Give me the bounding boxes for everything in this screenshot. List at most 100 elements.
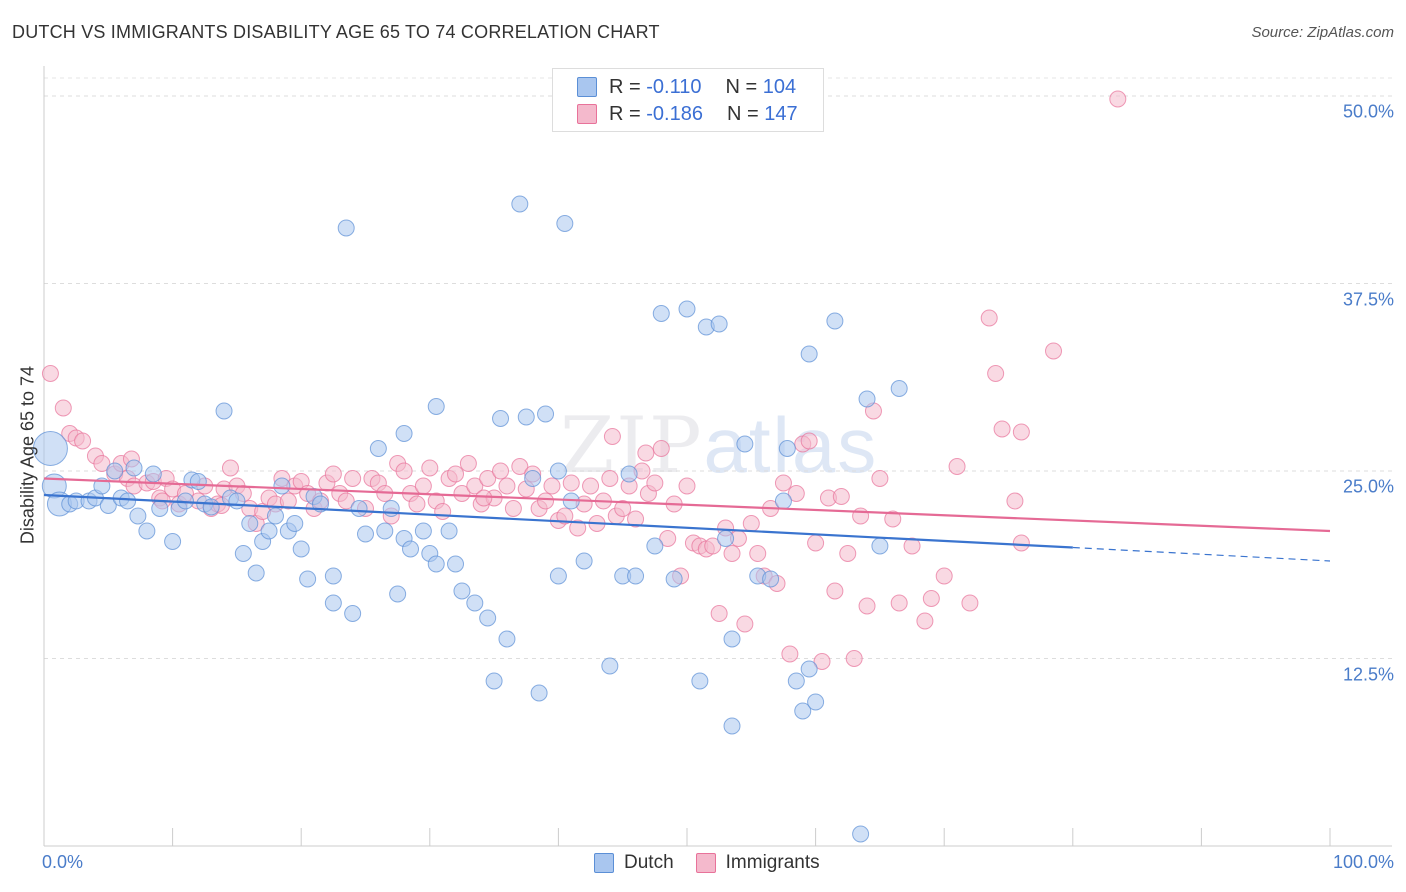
y-tick-label: 50.0% <box>1342 101 1394 122</box>
immigrant-point <box>1045 342 1063 360</box>
dutch-point <box>665 570 683 588</box>
dutch-point <box>427 555 445 573</box>
immigrant-point <box>414 477 432 495</box>
dutch-point <box>549 567 567 585</box>
immigrant-point <box>646 474 664 492</box>
immigrant-point <box>749 545 767 562</box>
immigrant-point <box>447 465 465 483</box>
immigrant-point <box>858 597 876 615</box>
dutch-point <box>273 477 291 495</box>
dutch-point <box>871 537 889 555</box>
legend-r-value: -0.186 <box>646 102 703 125</box>
immigrant-point <box>852 507 870 525</box>
immigrant-point <box>562 474 580 492</box>
dutch-point <box>774 492 792 510</box>
immigrant-point <box>1012 534 1030 552</box>
dutch-point <box>858 390 876 408</box>
immigrant-point <box>935 567 953 585</box>
dutch-point <box>485 672 503 690</box>
immigrant-point <box>723 545 741 562</box>
immigrant-point <box>1012 423 1030 441</box>
bottom-legend-dutch[interactable]: Dutch <box>594 852 674 874</box>
grid-lines <box>44 77 1392 659</box>
immigrant-point <box>659 530 677 547</box>
immigrant-point <box>601 470 619 487</box>
dutch-point <box>202 498 220 516</box>
dutch-point <box>800 660 818 678</box>
legend-r-value: -0.110 <box>646 75 702 98</box>
dutch-point <box>800 345 818 363</box>
immigrant-point <box>710 605 728 622</box>
dutch-point <box>241 515 259 532</box>
trend-lines <box>43 477 1331 562</box>
dutch-point <box>151 500 169 517</box>
immigrant-point <box>569 519 587 537</box>
immigrant-point <box>871 470 889 487</box>
dutch-point <box>852 825 870 843</box>
dutch-point <box>260 522 278 540</box>
bottom-legend-dutch-label: Dutch <box>624 852 674 873</box>
data-points <box>32 90 1127 843</box>
dutch-point <box>524 470 542 487</box>
dutch-point <box>511 195 529 213</box>
immigrant-point <box>74 432 92 450</box>
immigrant-point <box>980 309 998 327</box>
dutch-point <box>324 594 342 612</box>
immigrant-point <box>479 470 497 487</box>
dutch-point <box>344 605 362 622</box>
dutch-point <box>125 459 143 477</box>
immigrant-point <box>800 432 818 450</box>
dutch-point <box>890 380 908 397</box>
immigrant-point <box>395 462 413 480</box>
dutch-point <box>762 570 780 588</box>
dutch-trend-extension <box>1072 546 1331 562</box>
chart-title: DUTCH VS IMMIGRANTS DISABILITY AGE 65 TO… <box>12 22 660 42</box>
immigrant-point <box>466 477 484 495</box>
dutch-point <box>247 564 265 582</box>
immigrant-point <box>813 653 831 670</box>
immigrant-point <box>922 590 940 607</box>
dutch-point <box>549 462 567 480</box>
immigrant-point <box>41 365 59 382</box>
immigrant-point <box>807 534 825 552</box>
dutch-point <box>144 465 162 483</box>
bottom-legend-immigrants[interactable]: Immigrants <box>695 852 820 874</box>
dutch-point <box>414 522 432 540</box>
dutch-point <box>601 657 619 675</box>
x-tick-label-end: 100.0% <box>1332 852 1394 872</box>
immigrant-point <box>504 500 522 517</box>
immigrant-point <box>961 594 979 612</box>
immigrant-point <box>582 477 600 495</box>
immigrant-point <box>498 477 516 495</box>
dutch-point <box>620 465 638 483</box>
dutch-point <box>427 398 445 415</box>
dutch-point <box>164 533 182 550</box>
immigrant-point <box>537 492 555 510</box>
immigrant-point <box>421 459 439 477</box>
immigrant-point <box>736 615 754 633</box>
immigrant-point <box>614 500 632 517</box>
dutch-point <box>266 507 284 525</box>
legend-row-dutch: R = -0.110 N = 104 <box>577 76 796 98</box>
immigrant-point <box>890 594 908 612</box>
legend-r-label: R = <box>609 102 641 125</box>
dutch-point <box>299 570 317 588</box>
dutch-point <box>389 585 407 603</box>
immigrant-point <box>884 510 902 528</box>
dutch-point <box>807 693 825 711</box>
x-tick-label-start: 0.0% <box>42 852 84 872</box>
chart-source: Source: ZipAtlas.com <box>1251 24 1394 41</box>
immigrant-point <box>453 485 471 502</box>
immigrant-point <box>987 365 1005 382</box>
dutch-point <box>324 567 342 585</box>
dutch-point <box>787 672 805 690</box>
legend: R = -0.110 N = 104 R = -0.186 N = 147 <box>552 68 824 132</box>
immigrant-point <box>627 510 645 528</box>
dutch-point <box>530 684 548 702</box>
dutch-point <box>717 530 735 547</box>
immigrant-point <box>774 474 792 492</box>
immigrant-point <box>832 488 850 505</box>
dutch-point <box>691 672 709 690</box>
dutch-point <box>350 500 368 517</box>
